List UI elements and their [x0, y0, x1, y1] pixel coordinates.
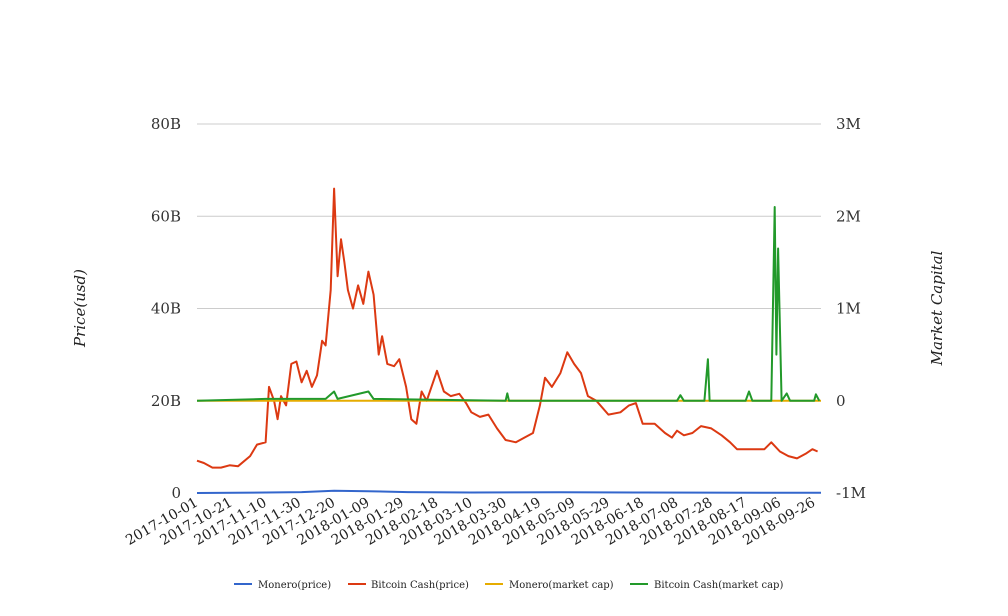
legend-label: Monero(market cap) — [509, 580, 614, 591]
legend-label: Bitcoin Cash(price) — [371, 580, 469, 591]
series-line-0 — [196, 489, 822, 494]
right-tick-label: -1M — [836, 484, 866, 502]
legend-label: Monero(price) — [258, 580, 331, 591]
left-axis-title: Price(usd) — [71, 269, 89, 348]
right-tick-label: 3M — [836, 115, 861, 133]
series-lines — [196, 187, 822, 494]
left-tick-label: 80B — [151, 115, 181, 133]
left-axis-ticks: 0 20B 40B 60B 80B — [151, 115, 181, 502]
x-axis-ticks: 2017-10-012017-10-212017-11-102017-11-30… — [123, 495, 818, 549]
right-axis-title: Market Capital — [928, 250, 946, 366]
left-tick-label: 20B — [151, 392, 181, 410]
series-line-1 — [196, 187, 819, 469]
left-tick-label: 40B — [151, 300, 181, 318]
right-axis-ticks: -1M 0 1M 2M 3M — [836, 115, 866, 502]
grid-lines — [197, 123, 821, 402]
right-tick-label: 1M — [836, 300, 861, 318]
legend: Monero(price) Bitcoin Cash(price) Monero(m… — [234, 580, 783, 591]
series-line-3 — [196, 206, 821, 402]
legend-label: Bitcoin Cash(market cap) — [654, 580, 783, 591]
left-tick-label: 60B — [151, 207, 181, 225]
right-tick-label: 2M — [836, 207, 861, 225]
left-tick-label: 0 — [171, 484, 181, 502]
right-tick-label: 0 — [836, 392, 846, 410]
